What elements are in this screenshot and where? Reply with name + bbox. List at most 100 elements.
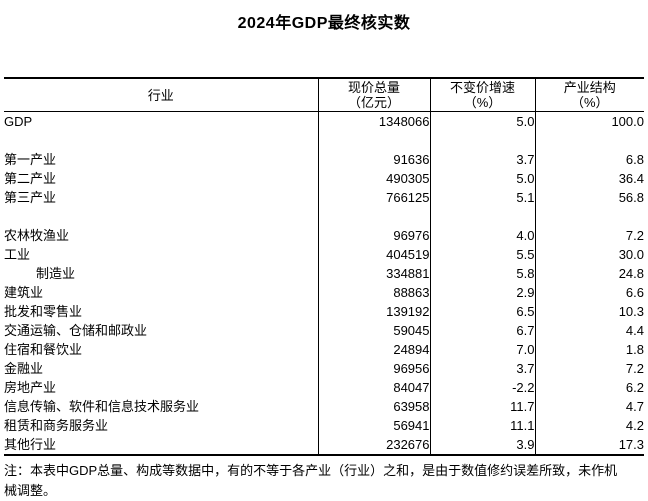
current-price-total-cell: 63958: [317, 397, 430, 416]
industry-structure-cell: 4.7: [534, 397, 644, 416]
table-row: 房地产业 84047 -2.2 6.2: [4, 378, 644, 397]
constant-price-growth-cell: [429, 131, 535, 150]
current-price-total-cell: 91636: [317, 150, 430, 169]
table-row: 信息传输、软件和信息技术服务业 63958 11.7 4.7: [4, 397, 644, 416]
industry-structure-cell: 6.8: [534, 150, 644, 169]
industry-cell: 批发和零售业: [4, 304, 83, 319]
industry-cell: 其他行业: [4, 437, 57, 452]
table-row: 批发和零售业 139192 6.5 10.3: [4, 302, 644, 321]
industry-cell: 第一产业: [4, 152, 57, 167]
table-row: 第三产业 766125 5.1 56.8: [4, 188, 644, 207]
table-row: 制造业 334881 5.8 24.8: [4, 264, 644, 283]
table-body: GDP 1348066 5.0 100.0 第一产业 91636 3.7 6.8 第二产业 490…: [4, 111, 644, 455]
industry-structure-cell: [534, 207, 644, 226]
constant-price-growth-cell: [429, 207, 535, 226]
industry-cell: 住宿和餐饮业: [4, 342, 83, 357]
column-header-constant-price-growth: 不变价增速 （%）: [429, 78, 535, 112]
table-row: 建筑业 88863 2.9 6.6: [4, 283, 644, 302]
column-header-label: 不变价增速: [449, 80, 515, 95]
industry-structure-cell: 7.2: [534, 359, 644, 378]
current-price-total-cell: 139192: [317, 302, 430, 321]
constant-price-growth-cell: 5.5: [429, 245, 535, 264]
constant-price-growth-cell: 11.1: [429, 416, 535, 435]
industry-structure-cell: 100.0: [534, 111, 644, 131]
industry-cell: 第三产业: [4, 190, 57, 205]
constant-price-growth-cell: 5.8: [429, 264, 535, 283]
current-price-total-cell: 490305: [317, 169, 430, 188]
constant-price-growth-cell: 6.7: [429, 321, 535, 340]
current-price-total-cell: 84047: [317, 378, 430, 397]
column-header-unit: （亿元）: [347, 95, 400, 110]
current-price-total-cell: 1348066: [317, 111, 430, 131]
current-price-total-cell: 96956: [317, 359, 430, 378]
industry-cell: [4, 207, 318, 226]
current-price-total-cell: 404519: [317, 245, 430, 264]
table-row: GDP 1348066 5.0 100.0: [4, 111, 644, 131]
industry-structure-cell: [534, 131, 644, 150]
constant-price-growth-cell: 5.0: [429, 169, 535, 188]
column-header-label: 现价总量: [347, 80, 400, 95]
constant-price-growth-cell: -2.2: [429, 378, 535, 397]
footnote: 注：本表中GDP总量、构成等数据中，有的不等于各产业（行业）之和，是由于数值修约…: [4, 463, 618, 498]
industry-cell: 租赁和商务服务业: [4, 418, 109, 433]
industry-structure-cell: 30.0: [534, 245, 644, 264]
industry-cell: 房地产业: [4, 380, 57, 395]
current-price-total-cell: 59045: [317, 321, 430, 340]
constant-price-growth-cell: 3.7: [429, 150, 535, 169]
industry-structure-cell: 36.4: [534, 169, 644, 188]
column-header-unit: （%）: [570, 95, 609, 110]
current-price-total-cell: 88863: [317, 283, 430, 302]
constant-price-growth-cell: 3.9: [429, 435, 535, 455]
current-price-total-cell: 334881: [317, 264, 430, 283]
industry-structure-cell: 56.8: [534, 188, 644, 207]
industry-cell: 信息传输、软件和信息技术服务业: [4, 399, 200, 414]
table-row: 第二产业 490305 5.0 36.4: [4, 169, 644, 188]
constant-price-growth-cell: 11.7: [429, 397, 535, 416]
current-price-total-cell: [317, 207, 430, 226]
industry-cell: 农林牧渔业: [4, 228, 70, 243]
industry-structure-cell: 17.3: [534, 435, 644, 455]
column-header-industry: 行业: [4, 78, 318, 112]
table-row: 农林牧渔业 96976 4.0 7.2: [4, 226, 644, 245]
constant-price-growth-cell: 2.9: [429, 283, 535, 302]
industry-structure-cell: 7.2: [534, 226, 644, 245]
constant-price-growth-cell: 6.5: [429, 302, 535, 321]
industry-structure-cell: 1.8: [534, 340, 644, 359]
header-row: 行业 现价总量 （亿元） 不变价增速 （%） 产业结构 （%）: [4, 78, 644, 112]
industry-cell: 交通运输、仓储和邮政业: [4, 323, 148, 338]
industry-cell: 第二产业: [4, 171, 57, 186]
constant-price-growth-cell: 5.1: [429, 188, 535, 207]
table-row: 其他行业 232676 3.9 17.3: [4, 435, 644, 455]
spacer-row: [4, 131, 644, 150]
table-row: 租赁和商务服务业 56941 11.1 4.2: [4, 416, 644, 435]
constant-price-growth-cell: 3.7: [429, 359, 535, 378]
column-header-label: 行业: [147, 87, 174, 103]
column-header-unit: （%）: [463, 95, 502, 110]
constant-price-growth-cell: 5.0: [429, 111, 535, 131]
column-header-current-price-total: 现价总量 （亿元）: [317, 78, 430, 112]
industry-structure-cell: 6.2: [534, 378, 644, 397]
industry-cell: 制造业: [36, 266, 76, 281]
industry-cell: 工业: [4, 247, 31, 262]
current-price-total-cell: [317, 131, 430, 150]
constant-price-growth-cell: 4.0: [429, 226, 535, 245]
table-row: 住宿和餐饮业 24894 7.0 1.8: [4, 340, 644, 359]
current-price-total-cell: 766125: [317, 188, 430, 207]
industry-cell: 建筑业: [4, 285, 44, 300]
constant-price-growth-cell: 7.0: [429, 340, 535, 359]
current-price-total-cell: 96976: [317, 226, 430, 245]
industry-structure-cell: 6.6: [534, 283, 644, 302]
industry-structure-cell: 4.2: [534, 416, 644, 435]
industry-structure-cell: 24.8: [534, 264, 644, 283]
spacer-row: [4, 207, 644, 226]
page-title: 2024年GDP最终核实数: [237, 15, 411, 32]
column-header-label: 产业结构: [563, 80, 616, 95]
column-header-industry-structure: 产业结构 （%）: [534, 78, 644, 112]
industry-cell: GDP: [4, 114, 33, 129]
industry-cell: [4, 131, 318, 150]
industry-structure-cell: 4.4: [534, 321, 644, 340]
table-header: 行业 现价总量 （亿元） 不变价增速 （%） 产业结构 （%）: [4, 78, 644, 112]
current-price-total-cell: 56941: [317, 416, 430, 435]
table-row: 工业 404519 5.5 30.0: [4, 245, 644, 264]
